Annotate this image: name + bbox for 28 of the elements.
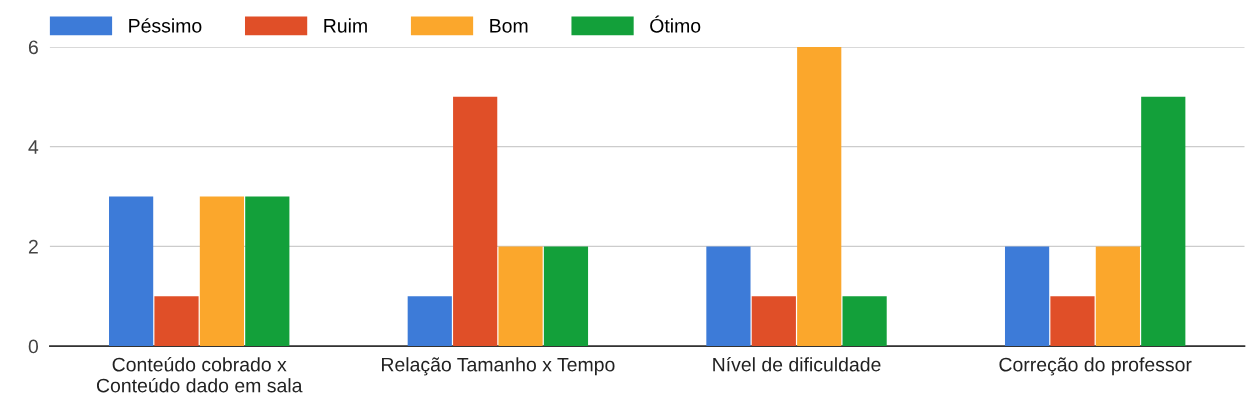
bar: [1004, 246, 1050, 347]
legend-label: Bom: [490, 19, 528, 33]
bar: [453, 96, 498, 347]
y-tick-label: 4: [28, 140, 39, 154]
bar: [751, 296, 796, 347]
y-tick-label: 6: [28, 40, 38, 55]
x-tick-label: Relação Tamanho x Tempo: [382, 357, 615, 376]
bar: [1095, 246, 1140, 347]
bar: [797, 46, 842, 347]
bar: [543, 246, 589, 347]
bar: [498, 246, 543, 347]
x-tick-label: Conteúdo cobrado x Conteúdo dado em sala: [96, 356, 303, 393]
bar: [706, 246, 751, 347]
y-tick-label: 2: [28, 239, 38, 254]
bar: [154, 296, 199, 347]
bar: [1141, 96, 1186, 347]
bar: [407, 296, 452, 347]
x-tick-label: Nível de dificuldade: [713, 356, 881, 372]
bar: [109, 196, 154, 347]
bar: [199, 196, 245, 347]
bar: [245, 196, 290, 347]
y-tick-label: 0: [28, 339, 39, 354]
legend-label: Ótimo: [650, 15, 701, 33]
bar: [842, 296, 887, 347]
bar: [1050, 296, 1095, 347]
legend-label: Péssimo: [129, 18, 202, 33]
x-tick-label: Correção do professor: [999, 357, 1192, 376]
legend-label: Ruim: [324, 18, 367, 33]
